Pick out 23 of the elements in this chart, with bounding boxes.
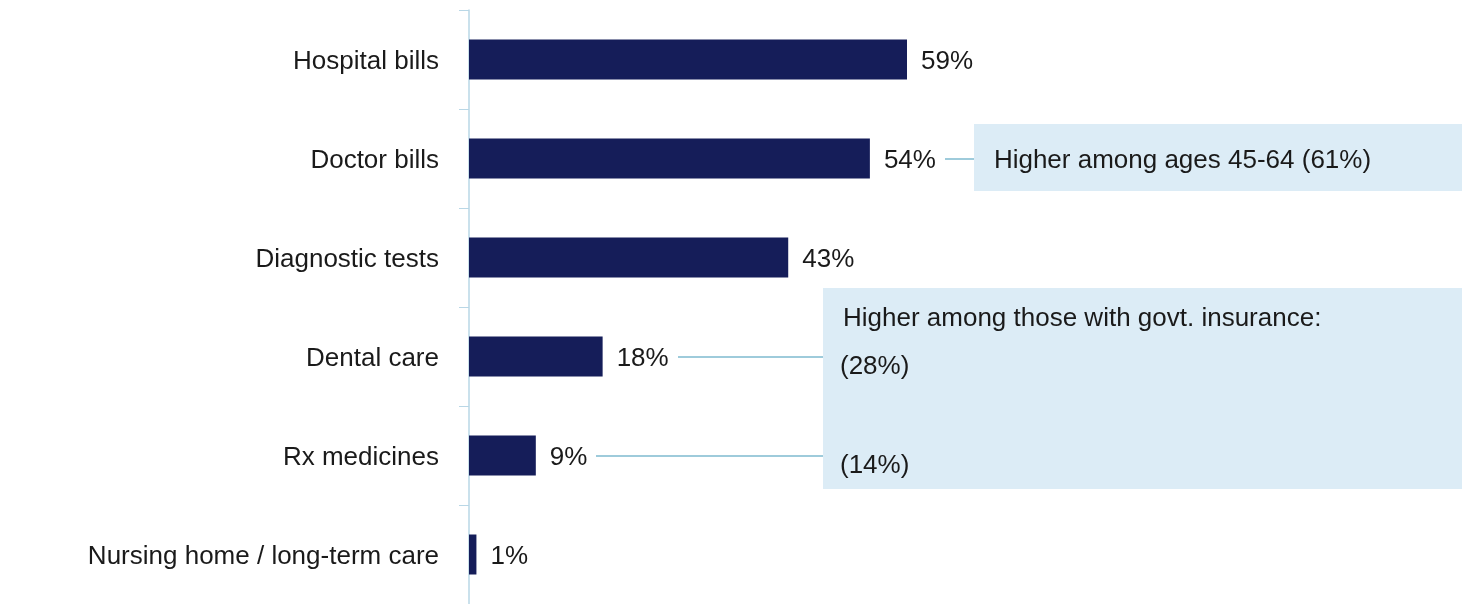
bar xyxy=(469,138,870,179)
bar xyxy=(469,237,789,278)
y-tick-label: Nursing home / long-term care xyxy=(87,539,439,570)
callout-box: Higher among those with govt. insurance: (28%) (14%) xyxy=(823,287,1462,489)
data-label: 54% xyxy=(883,143,936,174)
callout-box: Higher among ages 45-64 (61%) xyxy=(973,123,1462,191)
y-tick-label: Doctor bills xyxy=(310,143,439,174)
y-tick-label: Rx medicines xyxy=(282,440,439,471)
y-tick-label: Hospital bills xyxy=(293,44,439,75)
bar xyxy=(469,534,477,575)
data-label: 59% xyxy=(921,44,974,75)
bar xyxy=(469,39,907,80)
y-tick-label: Diagnostic tests xyxy=(255,242,439,273)
bar xyxy=(469,435,536,476)
bar xyxy=(469,336,603,377)
data-label: 1% xyxy=(490,539,528,570)
y-tick-label: Dental care xyxy=(306,341,439,372)
annotation: Higher among those with govt. insurance: xyxy=(843,301,1322,332)
data-label: 9% xyxy=(549,440,588,471)
annotation: (28%) xyxy=(840,349,910,380)
data-label: 43% xyxy=(802,242,855,273)
data-label: 18% xyxy=(616,341,669,372)
annotation: (14%) xyxy=(840,448,910,479)
